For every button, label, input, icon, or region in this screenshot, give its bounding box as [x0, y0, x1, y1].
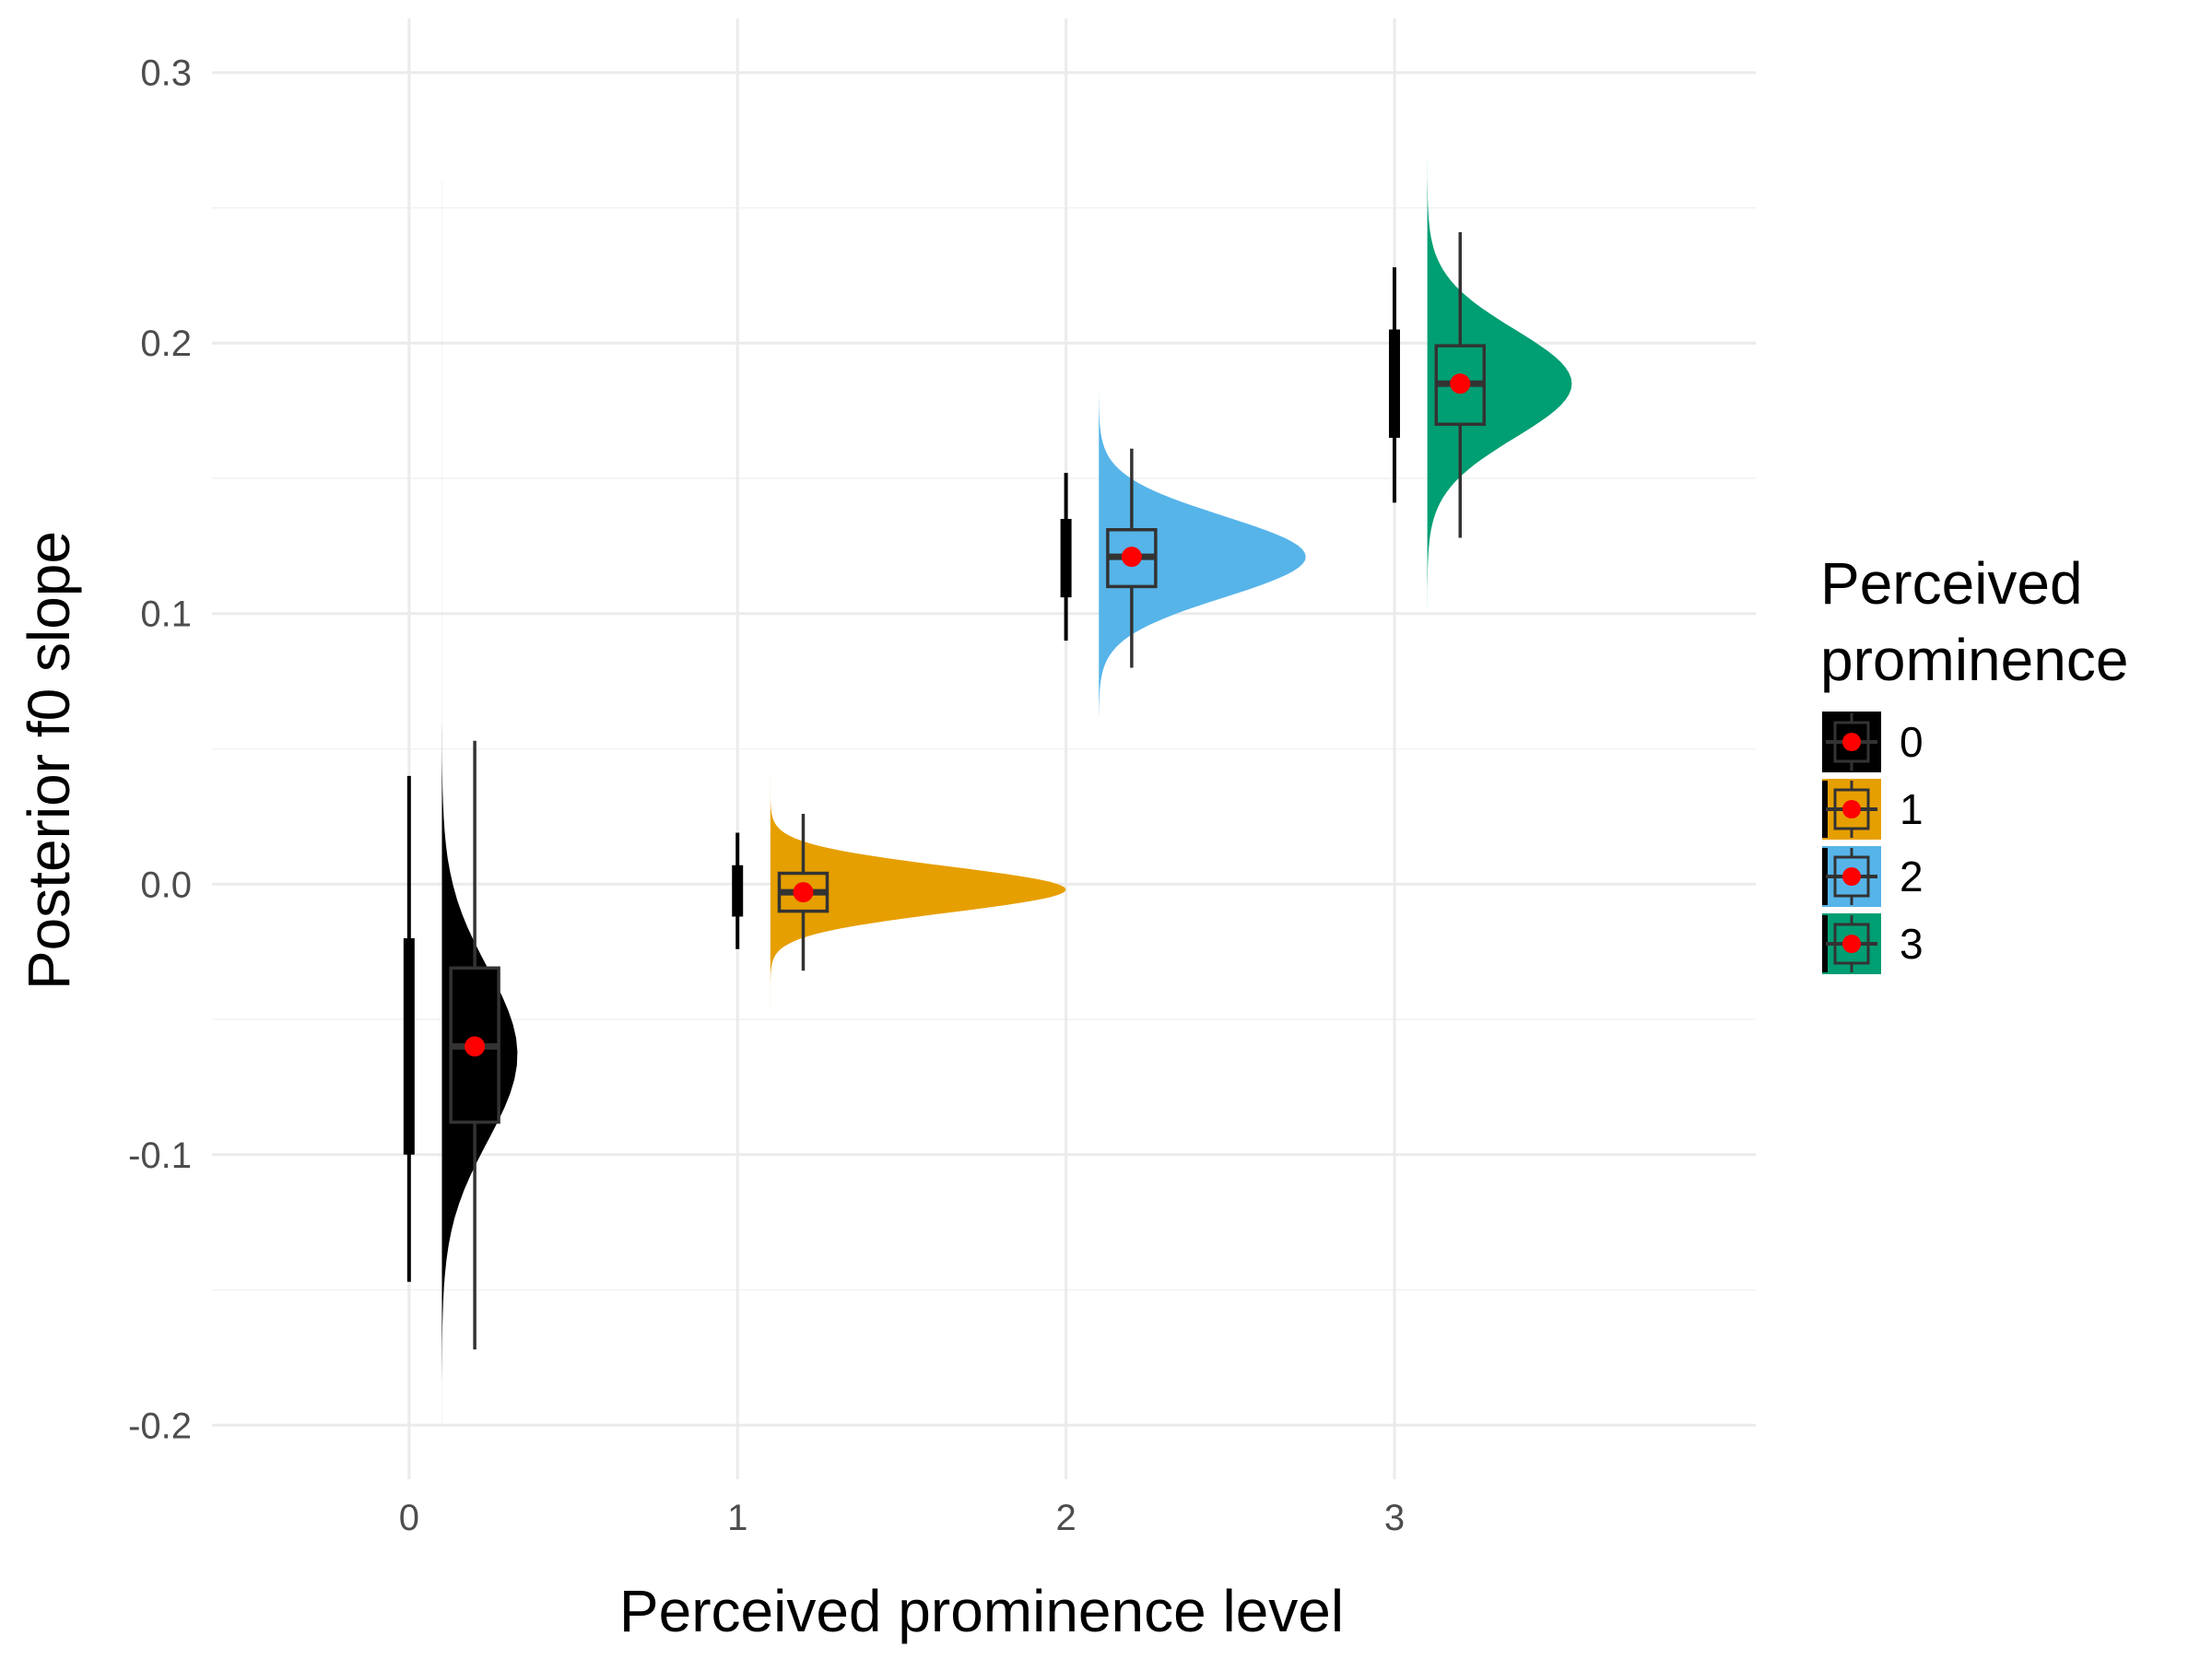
y-tick-labels: -0.2 -0.1 0.0 0.1 0.2 0.3: [128, 53, 192, 1447]
legend-title-line-1: Perceived: [1820, 550, 2083, 617]
x-tick-labels: 0 1 2 3: [399, 1498, 1405, 1538]
mean-point: [1450, 373, 1471, 394]
x-tick-label: 0: [399, 1498, 419, 1538]
legend-title-line-2: prominence: [1820, 627, 2128, 693]
density-cloud: [1427, 140, 1572, 628]
y-tick-label: -0.2: [128, 1406, 192, 1446]
y-axis-title: Posterior f0 slope: [16, 531, 82, 990]
mean-point: [1121, 547, 1142, 568]
boxplots: [449, 231, 1487, 1350]
x-tick-label: 1: [727, 1498, 747, 1538]
y-tick-label: 0.2: [140, 324, 192, 364]
y-tick-label: -0.1: [128, 1135, 192, 1176]
mean-point: [465, 1036, 486, 1057]
y-tick-label: 0.0: [140, 865, 192, 905]
legend-label: 0: [1900, 718, 1924, 766]
x-tick-label: 2: [1055, 1498, 1076, 1538]
legend-keys: 0 1 2 3: [1822, 712, 1924, 974]
mean-point: [793, 882, 814, 903]
legend-key-point: [1842, 800, 1861, 818]
legend-label: 1: [1900, 785, 1924, 833]
density-cloud: [441, 181, 518, 1426]
x-axis-title: Perceived prominence level: [619, 1578, 1344, 1644]
legend-label: 3: [1900, 920, 1924, 968]
legend-key-point: [1842, 935, 1861, 953]
y-tick-label: 0.3: [140, 53, 192, 94]
legend-key-point: [1842, 733, 1861, 751]
density-clouds: [441, 140, 1572, 1426]
density-cloud: [770, 775, 1066, 1009]
legend-label: 2: [1900, 853, 1924, 900]
legend-key-point: [1842, 867, 1861, 886]
legend: Perceived prominence 0 1 2 3: [1820, 550, 2128, 974]
x-tick-label: 3: [1384, 1498, 1405, 1538]
y-tick-label: 0.1: [140, 594, 192, 635]
interval-bars: [403, 267, 1400, 1282]
mean-points: [465, 373, 1471, 1057]
density-cloud: [1099, 389, 1306, 717]
